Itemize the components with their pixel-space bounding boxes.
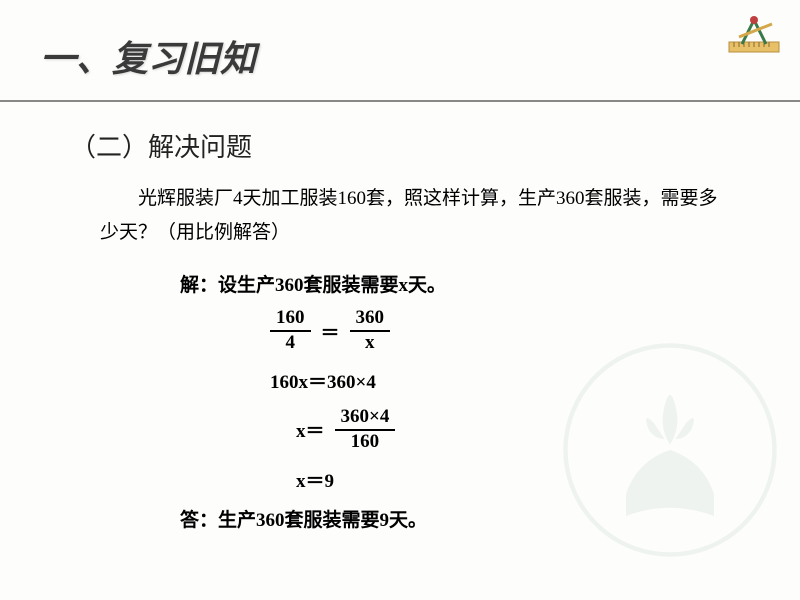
lhs: x＝ — [296, 416, 325, 443]
denominator: 160 — [345, 431, 386, 454]
math-tools-icon — [724, 12, 784, 62]
denominator: x — [359, 332, 381, 355]
subtitle: （二）解决问题 — [70, 127, 730, 164]
fraction-result: 360×4 160 — [335, 406, 396, 454]
problem-text: 光辉服装厂4天加工服装160套，照这样计算，生产360套服装，需要多少天？（用比… — [100, 182, 730, 250]
page-title: 一、复习旧知 — [40, 30, 760, 82]
equals-sign: ＝ — [321, 318, 340, 345]
slide: 一、复习旧知 （二）解决问题 光辉服装厂4天加工服装160套，照这样计算，生产3… — [0, 0, 800, 600]
numerator: 360×4 — [335, 406, 396, 431]
solution-setup: 解：设生产360套服装需要x天。 — [180, 270, 730, 297]
denominator: 4 — [280, 332, 302, 355]
numerator: 160 — [270, 307, 311, 332]
fraction-left: 160 4 — [270, 307, 311, 355]
numerator: 360 — [350, 307, 391, 332]
title-section: 一、复习旧知 — [0, 0, 800, 92]
fraction-right: 360 x — [350, 307, 391, 355]
watermark-logo — [560, 340, 780, 560]
